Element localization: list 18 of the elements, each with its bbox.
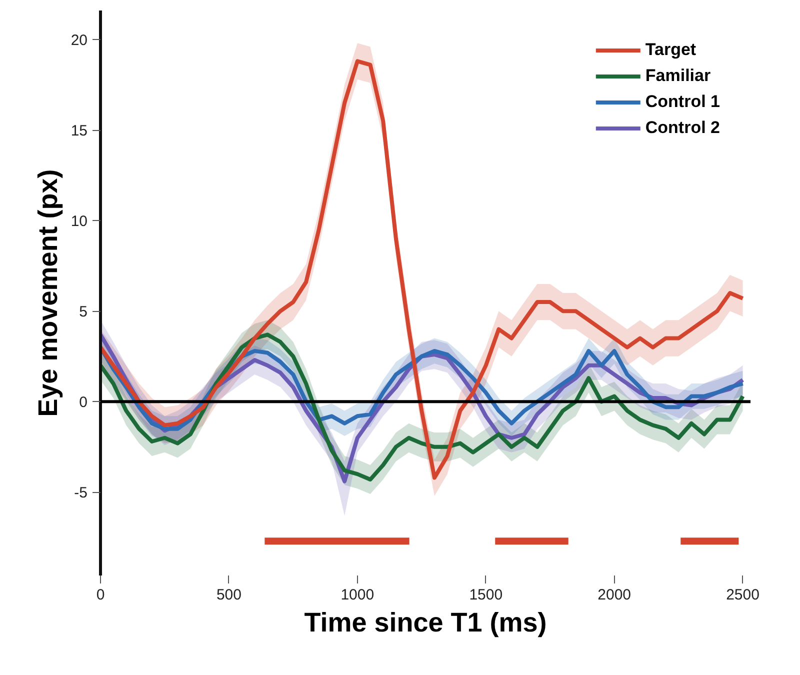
y-tick-label: 15 [70, 122, 88, 140]
x-tick-label: 2000 [598, 586, 632, 604]
y-tick-label: 20 [70, 32, 88, 49]
x-tick-label: 1500 [469, 586, 503, 604]
x-axis-title: Time since T1 (ms) [304, 608, 547, 638]
y-tick-label: -5 [74, 484, 88, 502]
legend-label: Control 1 [645, 92, 720, 112]
x-tick-label: 0 [96, 586, 105, 604]
legend-label: Control 2 [645, 118, 720, 138]
x-tick-label: 1000 [340, 586, 374, 604]
x-tick-label: 500 [216, 586, 242, 604]
legend-label: Target [645, 40, 696, 60]
y-tick-label: 10 [70, 213, 88, 230]
y-tick-label: 5 [79, 304, 88, 321]
y-tick-label: 0 [79, 394, 88, 412]
legend-label: Familiar [645, 66, 711, 86]
y-axis-title: Eye movement (px) [32, 169, 63, 417]
x-tick-label: 2500 [726, 586, 760, 604]
